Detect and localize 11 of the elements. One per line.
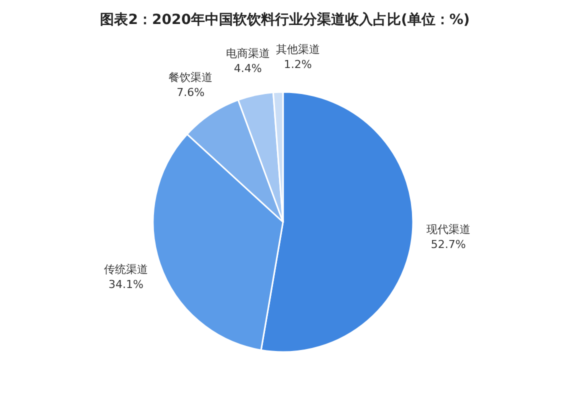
chart-title: 图表2：2020年中国软饮料行业分渠道收入占比(单位：%) — [100, 11, 470, 28]
data-label: 52.7% — [430, 238, 466, 252]
data-label: 1.2% — [284, 58, 312, 72]
data-label: 7.6% — [176, 86, 205, 100]
slice-label: 现代渠道 — [426, 223, 470, 236]
data-label: 4.4% — [234, 62, 262, 75]
slice-label: 其他渠道 — [276, 43, 320, 56]
slice-label: 电商渠道 — [226, 46, 270, 60]
data-label: 34.1% — [108, 278, 144, 291]
slice-label: 餐饮渠道 — [168, 71, 213, 84]
slice-label: 传统渠道 — [104, 262, 148, 276]
